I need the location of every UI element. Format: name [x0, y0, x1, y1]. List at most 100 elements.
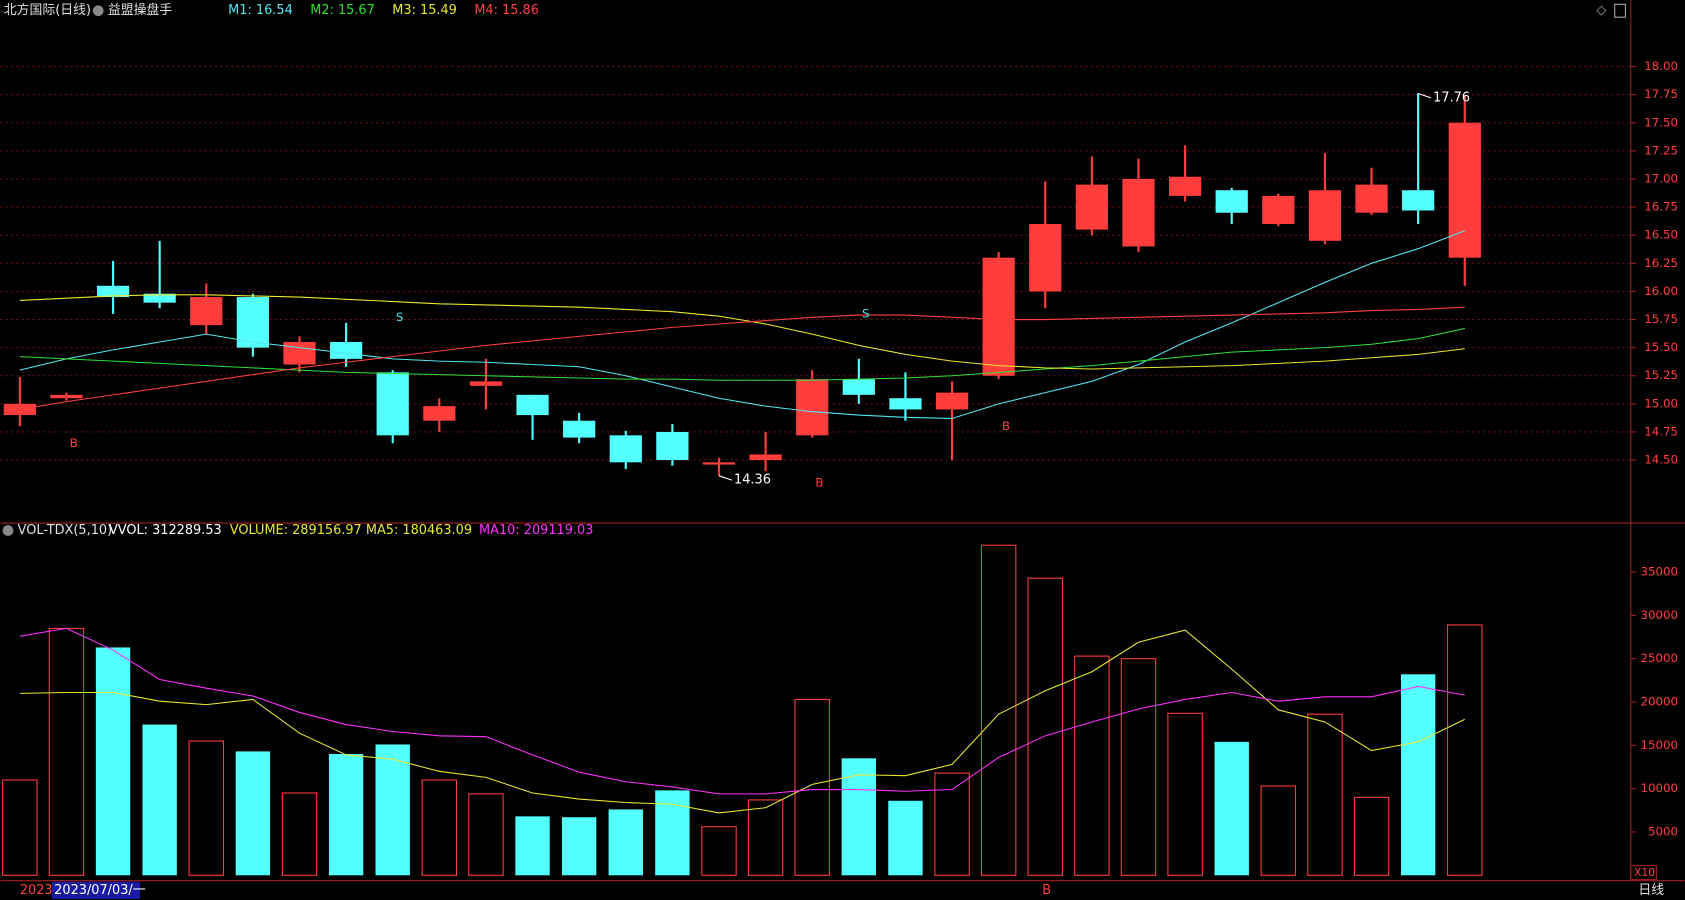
volume-bar	[934, 772, 970, 876]
candle-body	[889, 398, 922, 410]
date-highlight	[52, 881, 141, 899]
vol-dropdown[interactable]	[2, 525, 14, 536]
candle-body	[190, 297, 223, 326]
volume-bar	[2, 779, 38, 876]
volume-bar	[1260, 785, 1297, 876]
volume-bar	[888, 800, 923, 876]
candle-body	[1308, 190, 1342, 241]
volume-bar	[468, 793, 504, 876]
ma-line	[19, 306, 1465, 411]
volume-bar	[1353, 796, 1390, 876]
y-tick-label: 15000	[1641, 738, 1679, 752]
y-tick-label: 17.25	[1644, 143, 1678, 157]
diamond-icon[interactable]: ◇	[1596, 3, 1606, 18]
footer-date: 2023/07/03/一	[54, 883, 146, 898]
volume-bar	[188, 740, 224, 876]
volume-bar	[747, 799, 784, 876]
vol-legend: VVOL: 312289.53	[109, 523, 222, 538]
y-tick-label: 25000	[1641, 651, 1679, 665]
footer-marker: B	[1042, 883, 1051, 898]
candle-body	[609, 435, 642, 463]
y-tick-label: 16.50	[1644, 228, 1678, 242]
dropdown-icon[interactable]	[92, 5, 104, 17]
volume-bar	[421, 779, 458, 876]
stock-name[interactable]: 北方国际(日线)	[4, 2, 91, 18]
candle-body	[1448, 122, 1481, 258]
y-tick-label: 17.75	[1644, 87, 1678, 101]
candle-body	[469, 381, 503, 386]
signal-marker: B	[70, 436, 78, 450]
candle-body	[50, 394, 83, 399]
volume-bar	[142, 724, 177, 876]
volume-bar	[1447, 624, 1483, 876]
candle-body	[563, 420, 596, 438]
y-tick-label: 15.75	[1644, 312, 1678, 326]
y-tick-label: 10000	[1641, 781, 1679, 795]
vol-legend: MA5: 180463.09	[366, 523, 472, 538]
y-tick-label: 15.00	[1644, 396, 1678, 410]
volume-bar	[701, 826, 737, 876]
volume-bar	[515, 816, 550, 876]
y-tick-label: 14.50	[1644, 453, 1678, 467]
y-tick-label: 20000	[1641, 695, 1679, 709]
vol-legend: MA10: 209119.03	[479, 523, 593, 538]
candle-body	[656, 431, 689, 461]
candle-body	[1215, 190, 1248, 213]
candle-body	[935, 392, 969, 410]
volume-bar	[1027, 577, 1063, 876]
volume-bar	[235, 751, 271, 876]
candle-body	[1355, 184, 1388, 213]
ma-line	[19, 294, 1465, 370]
volume-bar	[328, 754, 364, 876]
y-tick-label: 18.00	[1644, 59, 1678, 73]
volume-bar	[1214, 741, 1249, 876]
scale-label: X10	[1634, 866, 1655, 879]
volume-bar	[1307, 713, 1343, 876]
volume-bar	[794, 698, 830, 876]
candle-body	[236, 297, 269, 348]
signal-marker: S	[862, 307, 870, 321]
candle-body	[1122, 178, 1155, 247]
volume-bar	[375, 744, 410, 876]
scale-box	[1630, 865, 1658, 881]
y-tick-label: 30000	[1641, 608, 1679, 622]
indicator-name[interactable]: 益盟操盘手	[108, 2, 173, 18]
volume-bar	[1074, 655, 1110, 876]
vol-title[interactable]: VOL-TDX(5,10)	[18, 523, 112, 538]
annotation-pointer	[1417, 93, 1432, 99]
candle-body	[982, 257, 1015, 376]
vol-legend: VOLUME: 289156.97	[230, 523, 362, 538]
volume-bar	[841, 758, 877, 876]
volume-bar	[1120, 658, 1157, 876]
candle-body	[329, 342, 363, 359]
volume-bar	[1400, 674, 1436, 876]
y-tick-label: 16.00	[1644, 284, 1678, 298]
legend-entry: M1: 16.54	[228, 3, 293, 18]
y-tick-label: 15.25	[1644, 368, 1678, 382]
candle-body	[423, 406, 456, 421]
candle-body	[1262, 195, 1295, 224]
panel-toggle[interactable]	[1614, 3, 1626, 18]
candle-body	[1168, 176, 1202, 196]
vol-ma-line	[19, 627, 1465, 795]
volume-bar	[95, 647, 131, 876]
volume-bar	[1167, 712, 1203, 876]
candle-body	[96, 285, 130, 298]
annotation-label: 14.36	[734, 473, 771, 488]
candle-body	[1029, 223, 1062, 292]
footer-period[interactable]: 日线	[1638, 883, 1664, 898]
y-tick-label: 17.50	[1644, 115, 1678, 129]
candle-body	[516, 394, 549, 416]
y-tick-label: 14.75	[1644, 424, 1678, 438]
y-tick-label: 35000	[1641, 565, 1679, 579]
candle-body	[842, 379, 875, 395]
y-tick-label: 5000	[1648, 824, 1678, 838]
candle-body	[283, 342, 316, 365]
y-tick-label: 17.00	[1644, 171, 1678, 185]
candle-body	[376, 372, 409, 436]
vol-ma-line	[19, 629, 1466, 814]
y-tick-label: 15.50	[1644, 340, 1678, 354]
signal-marker: S	[396, 310, 404, 324]
